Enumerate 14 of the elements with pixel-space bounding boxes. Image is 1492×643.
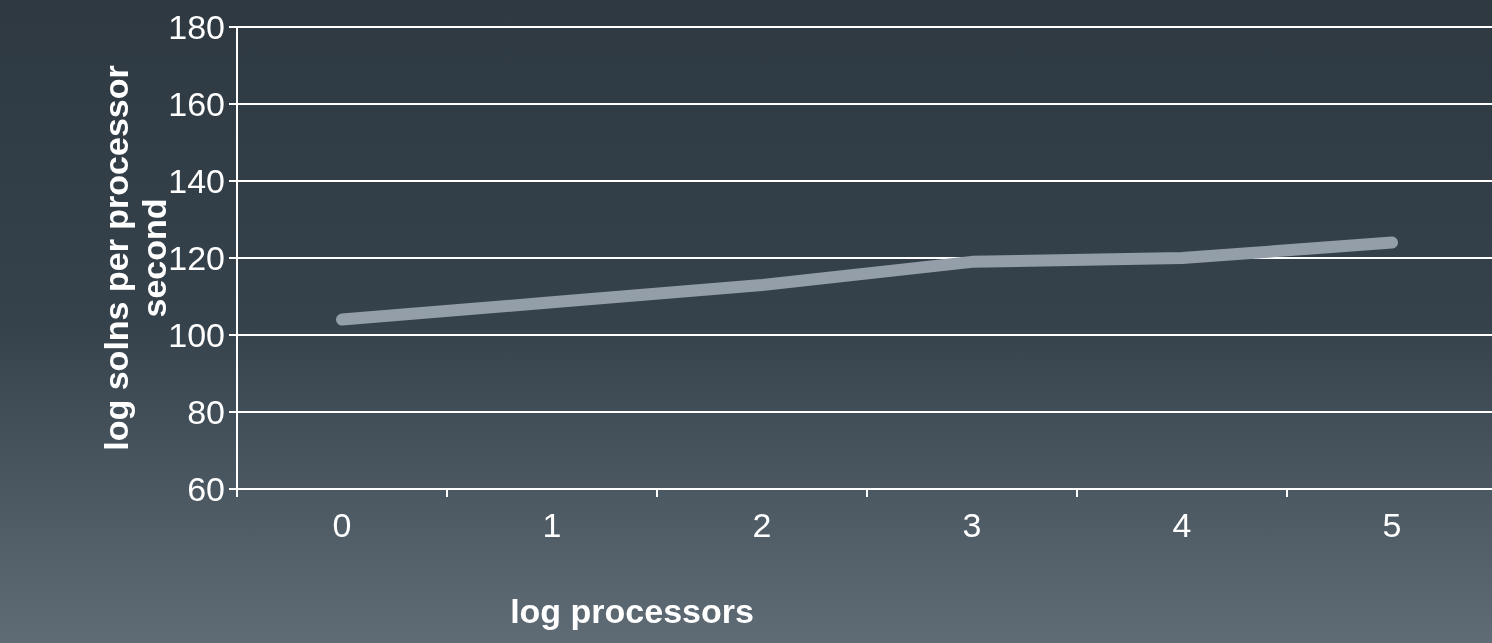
y-tick-label: 140 [168, 161, 225, 200]
y-tick-label: 180 [168, 7, 225, 46]
y-tick-label: 120 [168, 238, 225, 277]
y-tick-label: 100 [168, 315, 225, 354]
x-tick-label: 0 [332, 506, 352, 544]
y-tick-label: 80 [187, 392, 225, 431]
x-tick-label: 4 [1172, 506, 1192, 544]
x-tick-label: 3 [962, 506, 982, 544]
y-tick-label: 160 [168, 84, 225, 123]
x-tick-label: 2 [752, 506, 772, 544]
x-axis-title: log processors [510, 592, 754, 630]
x-tick-label: 1 [542, 506, 562, 544]
y-tick-label: 60 [187, 469, 225, 508]
x-tick-label: 5 [1382, 506, 1402, 544]
